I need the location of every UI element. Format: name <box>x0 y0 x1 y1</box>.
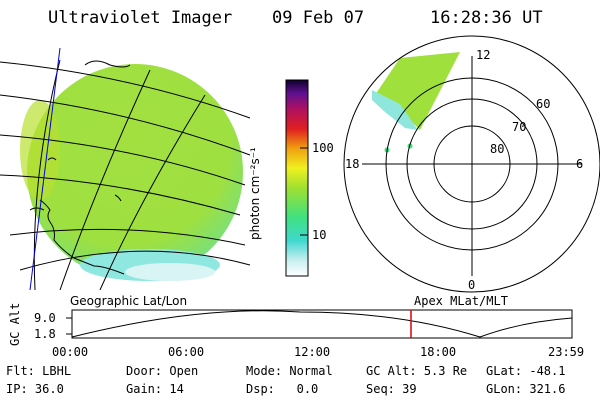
mlt-label-12: 12 <box>476 48 491 62</box>
colorbar-tick-10: 10 <box>312 228 327 242</box>
observation-date: 09 Feb 07 <box>272 8 365 28</box>
orbit-xtick-0600: 06:00 <box>168 345 205 359</box>
colorbar-tick-100: 100 <box>312 141 334 155</box>
info-glon: GLon: 321.6 <box>486 382 566 396</box>
lat-label-80: 80 <box>490 142 505 156</box>
orbit-ylabel: GC Alt <box>8 302 22 346</box>
orbit-ytick-low: 1.8 <box>34 327 56 341</box>
mlt-label-0: 0 <box>468 278 476 292</box>
mlt-label-6: 6 <box>576 157 584 171</box>
lat-label-60: 60 <box>536 97 551 111</box>
info-seq: Seq: 39 <box>366 382 417 396</box>
info-glat: GLat: -48.1 <box>486 364 566 378</box>
info-ip: IP: 36.0 <box>6 382 64 396</box>
instrument-title: Ultraviolet Imager <box>48 8 233 28</box>
colorbar-unit-label: photon cm⁻²s⁻¹ <box>248 147 262 240</box>
apex-caption: Apex MLat/MLT <box>414 294 508 308</box>
geographic-caption: Geographic Lat/Lon <box>70 294 188 308</box>
orbit-xtick-2359: 23:59 <box>548 345 585 359</box>
orbit-xtick-0000: 00:00 <box>52 345 89 359</box>
uv-earth-image <box>0 47 251 290</box>
polar-plot <box>343 35 600 293</box>
info-flt: Flt: LBHL <box>6 364 72 378</box>
info-door: Door: Open <box>126 364 199 378</box>
colorbar <box>285 79 309 277</box>
lat-label-70: 70 <box>512 120 527 134</box>
orbit-xtick-1800: 18:00 <box>420 345 457 359</box>
orbit-ytick-high: 9.0 <box>34 311 56 325</box>
orbit-plot <box>66 309 573 339</box>
info-mode: Mode: Normal <box>246 364 333 378</box>
orbit-xtick-1200: 12:00 <box>294 345 331 359</box>
info-dsp: Dsp: 0.0 <box>246 382 319 396</box>
info-gain: Gain: 14 <box>126 382 184 396</box>
info-gc-alt: GC Alt: 5.3 Re <box>366 364 468 378</box>
observation-time: 16:28:36 UT <box>430 8 543 28</box>
mlt-label-18: 18 <box>345 157 360 171</box>
